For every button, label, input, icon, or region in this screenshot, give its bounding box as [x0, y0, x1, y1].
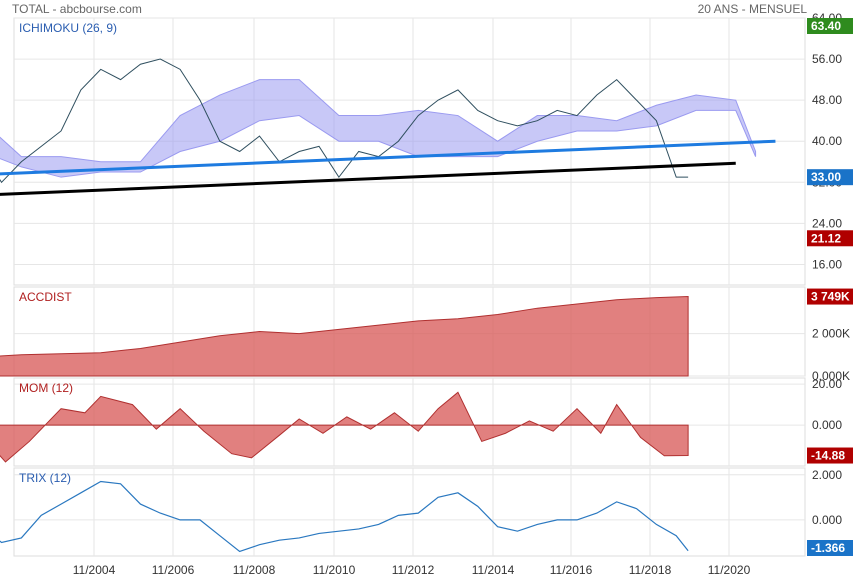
y-tick-label: 2.000 — [812, 468, 842, 482]
y-tick-label: 2 000K — [812, 327, 850, 341]
value-badge — [807, 447, 853, 464]
y-tick-label: 40.00 — [812, 134, 842, 148]
y-tick-label: 48.00 — [812, 93, 842, 107]
x-tick-label: 11/2016 — [550, 563, 593, 577]
value-badge-text: -14.88 — [811, 449, 845, 463]
trix-line — [0, 480, 689, 553]
header-source: TOTAL - abcbourse.com — [12, 2, 142, 16]
value-badge — [807, 18, 853, 34]
y-tick-label: 0.000K — [812, 369, 850, 383]
value-badge-text: 3 749K — [811, 290, 850, 304]
x-tick-label: 11/2006 — [152, 563, 195, 577]
ichimoku-cloud — [0, 79, 757, 178]
panel-border — [13, 377, 806, 467]
value-badge-text: 63.40 — [811, 19, 841, 33]
y-tick-label: 0.000 — [812, 513, 842, 527]
panel-title: TRIX (12) — [19, 471, 71, 485]
price-line — [0, 58, 689, 184]
accdist-area — [0, 296, 689, 377]
panel-border — [13, 467, 806, 557]
value-badge-text: -1.366 — [811, 541, 845, 555]
y-tick-label: 24.00 — [812, 216, 842, 230]
y-tick-label: 0.000 — [812, 418, 842, 432]
x-tick-label: 11/2010 — [313, 563, 356, 577]
value-badge — [807, 230, 853, 247]
header-period: 20 ANS - MENSUEL — [697, 2, 807, 16]
panel-title: ICHIMOKU (26, 9) — [19, 21, 117, 35]
y-tick-label: 56.00 — [812, 52, 842, 66]
x-tick-label: 11/2012 — [392, 563, 435, 577]
momentum-area — [0, 391, 689, 463]
panel-title: ACCDIST — [19, 290, 72, 304]
value-badge-text: 33.00 — [811, 170, 841, 184]
y-tick-label: 20.00 — [812, 377, 842, 391]
support-line — [0, 161, 736, 196]
value-badge — [807, 288, 853, 305]
x-tick-label: 11/2004 — [73, 563, 116, 577]
value-badge-text: 21.12 — [811, 231, 841, 245]
panel-title: MOM (12) — [19, 381, 73, 395]
x-tick-label: 11/2020 — [708, 563, 751, 577]
x-tick-label: 11/2014 — [472, 563, 515, 577]
x-tick-label: 11/2008 — [233, 563, 276, 577]
y-tick-label: 16.00 — [812, 257, 842, 271]
trend-line — [0, 139, 776, 176]
x-tick-label: 11/2018 — [629, 563, 672, 577]
value-badge — [807, 169, 853, 186]
value-badge — [807, 540, 853, 556]
